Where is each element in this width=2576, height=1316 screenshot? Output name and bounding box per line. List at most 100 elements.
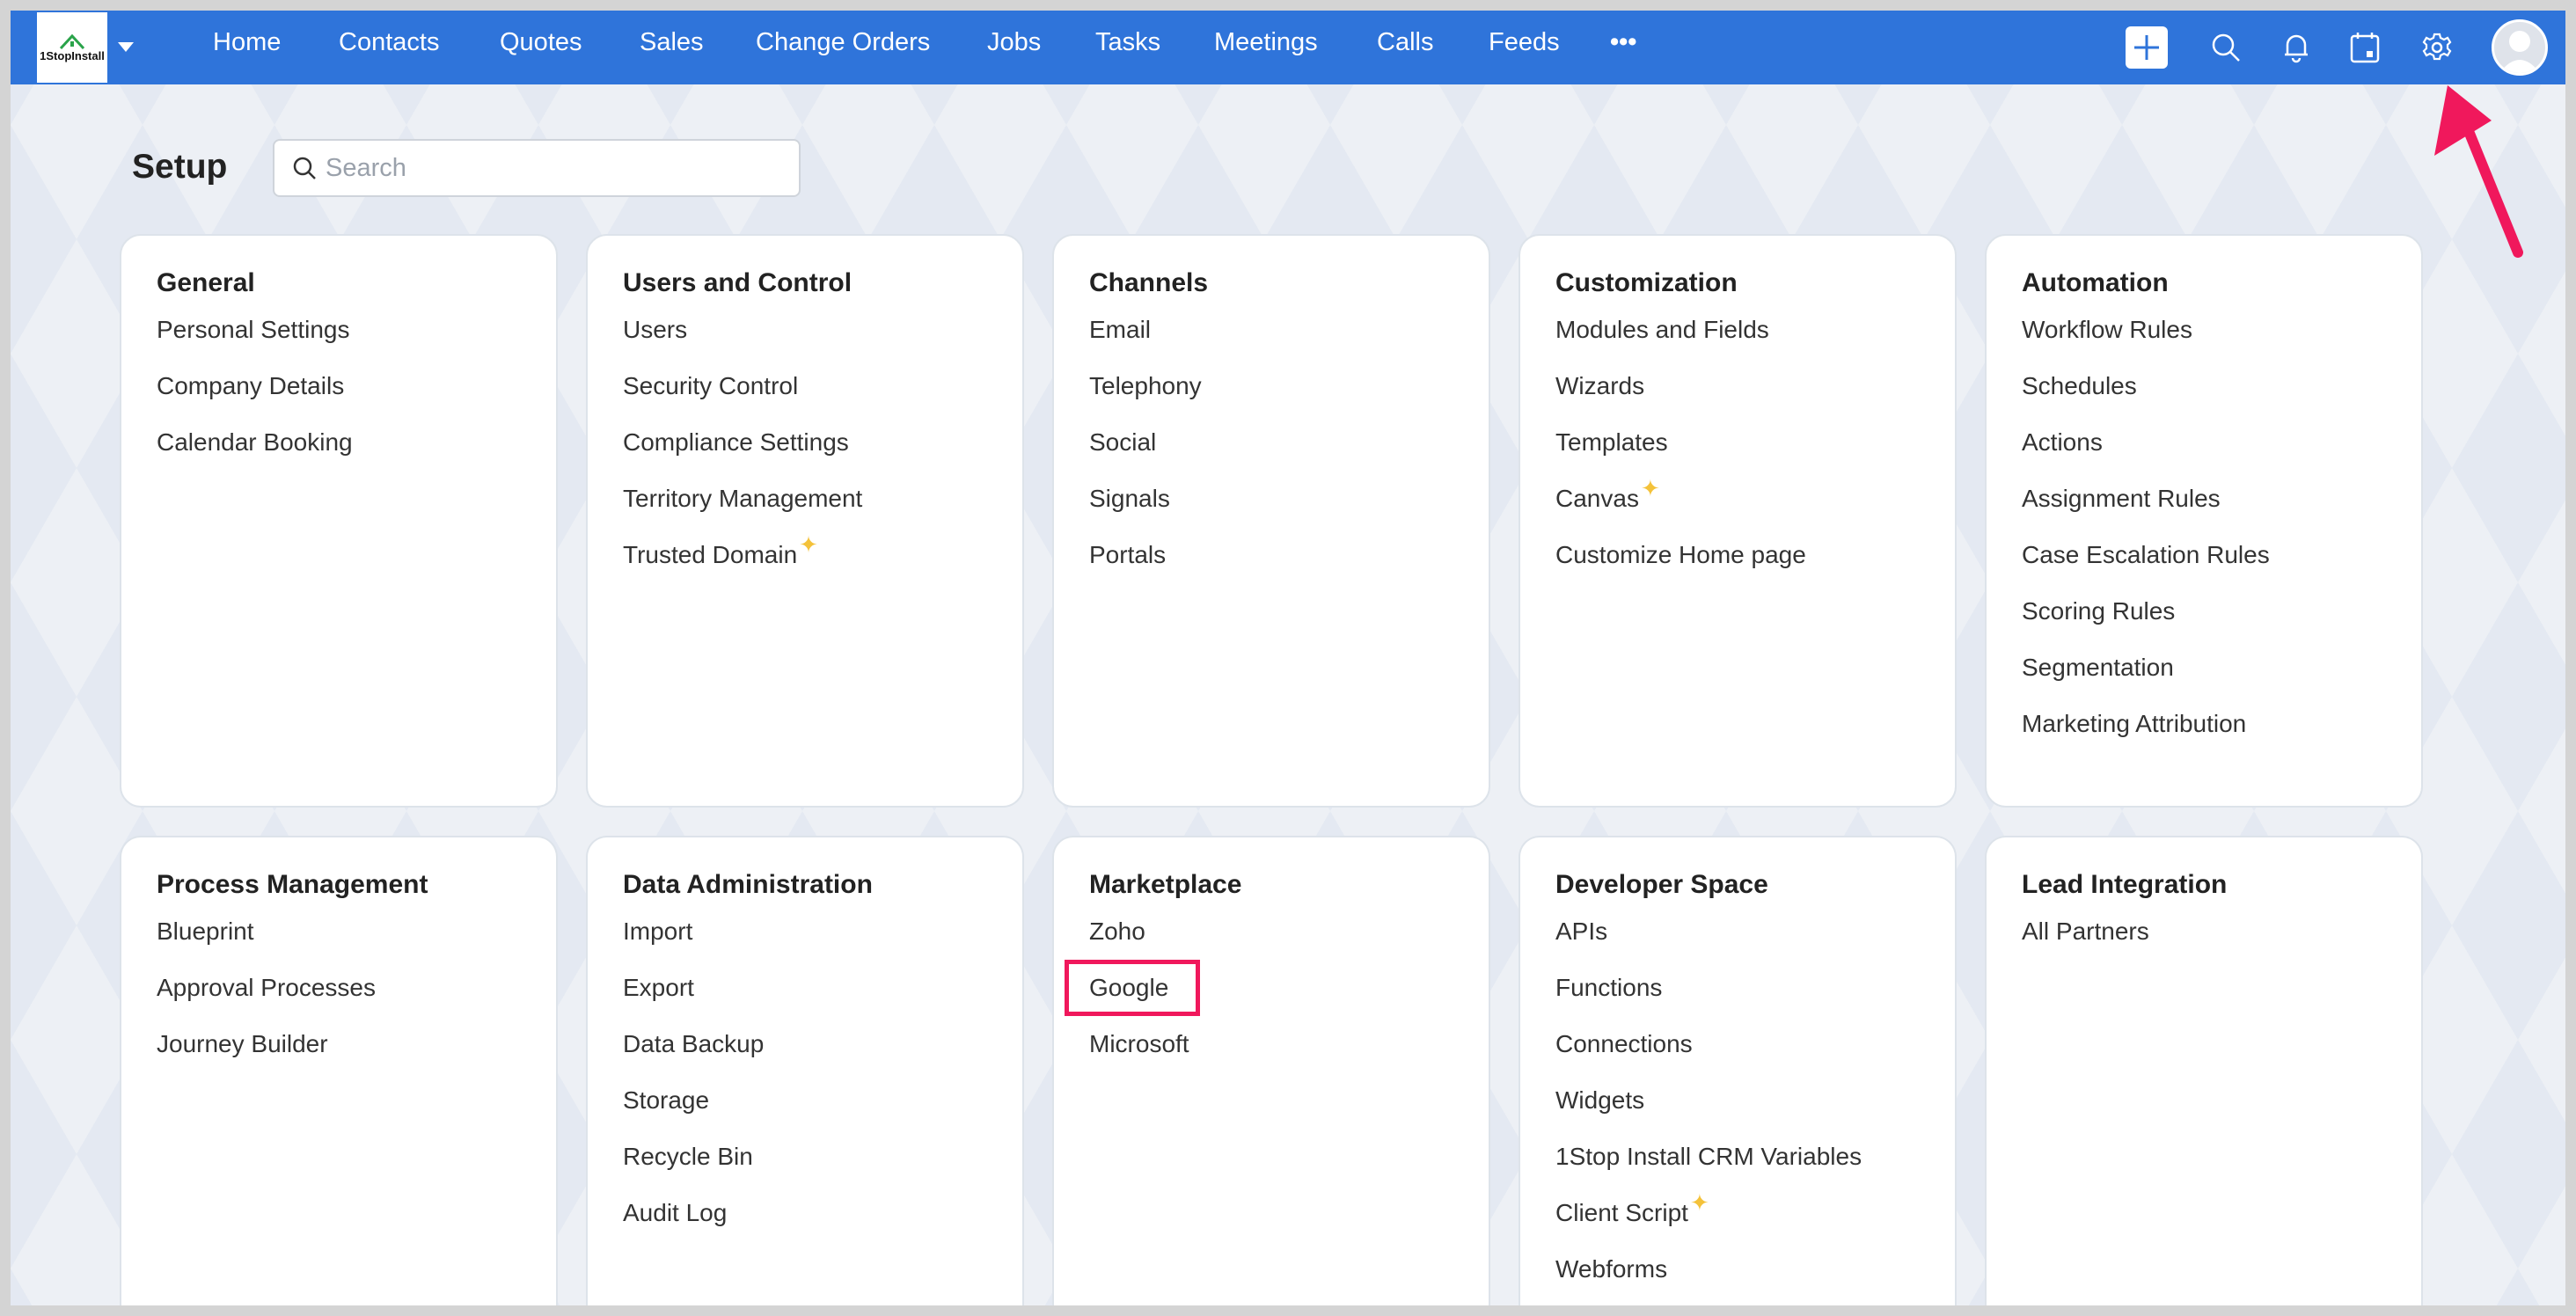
link-label: Microsoft — [1089, 1030, 1189, 1057]
setup-link[interactable]: Audit Log — [623, 1199, 727, 1229]
avatar[interactable] — [2492, 19, 2548, 76]
search-field[interactable] — [273, 139, 801, 197]
link-label: Signals — [1089, 485, 1170, 512]
search-input[interactable] — [326, 153, 765, 183]
link-label: Case Escalation Rules — [2022, 541, 2270, 568]
link-label: Canvas — [1555, 485, 1639, 512]
setup-link[interactable]: Company Details — [157, 372, 344, 428]
setup-link[interactable]: Schedules — [2022, 372, 2137, 428]
link-label: Segmentation — [2022, 654, 2174, 681]
setup-link[interactable]: Import — [623, 918, 692, 974]
card-title: Users and Control — [623, 268, 853, 297]
nav-tasks[interactable]: Tasks — [1095, 28, 1161, 56]
setup-link[interactable]: Telephony — [1089, 372, 1202, 428]
gear-icon[interactable] — [2416, 26, 2458, 69]
setup-link[interactable]: Security Control — [623, 372, 798, 428]
setup-link[interactable]: Marketing Attribution — [2022, 710, 2246, 740]
setup-link[interactable]: Blueprint — [157, 918, 254, 974]
setup-link[interactable]: Wizards — [1555, 372, 1644, 428]
more-menu-button[interactable]: ••• — [1610, 28, 1637, 56]
setup-link[interactable]: Webforms — [1555, 1255, 1667, 1285]
link-label: Assignment Rules — [2022, 485, 2221, 512]
nav-feeds[interactable]: Feeds — [1489, 28, 1560, 56]
nav-home[interactable]: Home — [213, 28, 282, 56]
setup-link[interactable]: Canvas✦ — [1555, 475, 1660, 541]
setup-link[interactable]: Widgets — [1555, 1086, 1644, 1143]
card-title: Channels — [1089, 268, 1209, 297]
setup-link[interactable]: Case Escalation Rules — [2022, 541, 2270, 597]
setup-link[interactable]: Microsoft — [1089, 1030, 1189, 1060]
link-label: Widgets — [1555, 1086, 1645, 1114]
setup-link[interactable]: Segmentation — [2022, 654, 2174, 710]
setup-link[interactable]: Export — [623, 974, 694, 1030]
link-label: Actions — [2022, 428, 2103, 456]
nav-jobs[interactable]: Jobs — [987, 28, 1042, 56]
link-label: Portals — [1089, 541, 1167, 568]
link-label: Wizards — [1555, 372, 1645, 399]
link-label: 1Stop Install CRM Variables — [1555, 1143, 1862, 1170]
sparkle-icon: ✦ — [1640, 475, 1660, 501]
setup-link[interactable]: APIs — [1555, 918, 1607, 974]
link-label: Personal Settings — [157, 316, 350, 343]
calendar-icon[interactable] — [2344, 26, 2386, 69]
setup-link[interactable]: Templates — [1555, 428, 1668, 485]
link-label: Data Backup — [623, 1030, 765, 1057]
setup-link[interactable]: Recycle Bin — [623, 1143, 753, 1199]
link-label: Social — [1089, 428, 1157, 456]
annotation-arrow — [2434, 85, 2523, 258]
setup-link[interactable]: Actions — [2022, 428, 2103, 485]
link-label: Email — [1089, 316, 1152, 343]
card-automation: Automation Workflow Rules Schedules Actions… — [1985, 234, 2423, 808]
link-label: Modules and Fields — [1555, 316, 1769, 343]
setup-link[interactable]: Signals — [1089, 485, 1170, 541]
page-title: Setup — [132, 148, 228, 186]
setup-link[interactable]: 1Stop Install CRM Variables — [1555, 1143, 1862, 1199]
setup-link[interactable]: Client Script✦ — [1555, 1189, 1709, 1255]
card-general: General Personal Settings Company Details C… — [120, 234, 558, 808]
setup-link[interactable]: Functions — [1555, 974, 1662, 1030]
link-label: Export — [623, 974, 694, 1001]
setup-link[interactable]: Users — [623, 316, 687, 372]
bell-icon[interactable] — [2275, 26, 2317, 69]
nav-contacts[interactable]: Contacts — [339, 28, 440, 56]
setup-link[interactable]: Google — [1065, 960, 1200, 1030]
setup-link[interactable]: Customize Home page — [1555, 541, 1806, 571]
search-icon — [293, 157, 316, 179]
setup-link[interactable]: Scoring Rules — [2022, 597, 2175, 654]
setup-link[interactable]: Calendar Booking — [157, 428, 353, 458]
setup-link[interactable]: Social — [1089, 428, 1156, 485]
setup-link[interactable]: Connections — [1555, 1030, 1693, 1086]
setup-link[interactable]: Zoho — [1089, 918, 1145, 974]
setup-link[interactable]: Portals — [1089, 541, 1166, 571]
setup-link[interactable]: Modules and Fields — [1555, 316, 1769, 372]
setup-link[interactable]: Approval Processes — [157, 974, 376, 1030]
setup-link[interactable]: Journey Builder — [157, 1030, 328, 1060]
setup-link[interactable]: Email — [1089, 316, 1151, 372]
setup-link[interactable]: Storage — [623, 1086, 709, 1143]
search-icon[interactable] — [2205, 26, 2247, 69]
setup-link[interactable]: All Partners — [2022, 918, 2149, 947]
setup-link[interactable]: Compliance Settings — [623, 428, 849, 485]
chevron-down-icon[interactable] — [118, 42, 134, 52]
card-title: Automation — [2022, 268, 2169, 297]
setup-link[interactable]: Territory Management — [623, 485, 862, 541]
nav-calls[interactable]: Calls — [1377, 28, 1434, 56]
nav-change-orders[interactable]: Change Orders — [756, 28, 931, 56]
sparkle-icon: ✦ — [1689, 1189, 1709, 1216]
nav-sales[interactable]: Sales — [640, 28, 704, 56]
link-label: Client Script — [1555, 1199, 1688, 1226]
setup-link[interactable]: Trusted Domain✦ — [623, 531, 818, 571]
setup-link[interactable]: Assignment Rules — [2022, 485, 2221, 541]
nav-quotes[interactable]: Quotes — [500, 28, 582, 56]
link-label: Compliance Settings — [623, 428, 849, 456]
setup-link[interactable]: Workflow Rules — [2022, 316, 2192, 372]
setup-link[interactable]: Data Backup — [623, 1030, 764, 1086]
card-title: Developer Space — [1555, 870, 1768, 899]
nav-meetings[interactable]: Meetings — [1214, 28, 1318, 56]
setup-link[interactable]: Personal Settings — [157, 316, 349, 372]
logo[interactable]: 1StopInstall — [37, 12, 107, 83]
plus-icon[interactable] — [2126, 26, 2168, 69]
link-label: Approval Processes — [157, 974, 377, 1001]
link-label: Users — [623, 316, 688, 343]
link-label: Territory Management — [623, 485, 863, 512]
